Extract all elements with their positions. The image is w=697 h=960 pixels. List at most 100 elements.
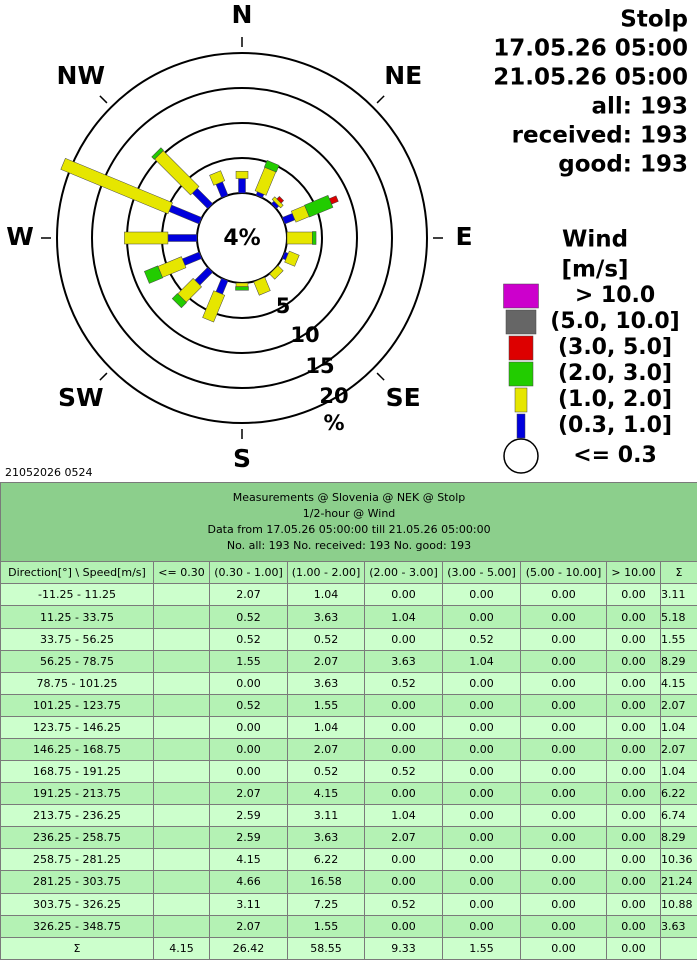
- cell: 0.00: [364, 737, 443, 762]
- caption-row: Measurements @ Slovenia @ NEK @ Stolp 1/2…: [0, 481, 697, 563]
- ring-label: 20: [319, 384, 348, 408]
- from: 17.05.26 05:00: [493, 36, 688, 62]
- cell: 0.00: [520, 782, 607, 806]
- sector: [281, 250, 300, 267]
- table-row: 78.75 - 101.25 0.00 3.63 0.52 0.00 0.00 0.00 4.…: [0, 671, 697, 695]
- cell: 1.04: [364, 804, 443, 828]
- cell: 213.75 - 236.25: [0, 804, 154, 828]
- cell: 6.22: [287, 848, 365, 872]
- cell: 0.00: [364, 693, 443, 717]
- table-row: -11.25 - 11.25 2.07 1.04 0.00 0.00 0.00 0.00 3.…: [0, 583, 697, 607]
- cell: 0.00: [442, 914, 521, 938]
- cell: 0.00: [209, 715, 288, 739]
- table-row: 146.25 - 168.75 0.00 2.07 0.00 0.00 0.00 0.00 2…: [0, 737, 697, 762]
- cell: 33.75 - 56.25: [0, 627, 154, 651]
- cell: 1.55: [287, 693, 365, 717]
- sector: [254, 160, 280, 199]
- cell: -11.25 - 11.25: [0, 583, 154, 607]
- cell: 4.15: [287, 782, 365, 806]
- bar-segment: [253, 276, 271, 296]
- legend-swatch: [516, 413, 526, 439]
- total-cell: 9.33: [364, 936, 443, 960]
- cell: 0.00: [364, 870, 443, 894]
- cell: 10.36: [659, 848, 697, 872]
- bar-segment: [167, 234, 198, 242]
- cell: [153, 627, 210, 651]
- cell: 0.52: [209, 627, 288, 651]
- cell: 2.07: [209, 914, 288, 938]
- bar-segment: [124, 231, 169, 245]
- ring: [91, 87, 393, 389]
- cell: 0.00: [520, 715, 607, 739]
- legend-label: (0.3, 1.0]: [558, 413, 672, 438]
- cell: 258.75 - 281.25: [0, 848, 154, 872]
- cell: 0.00: [442, 804, 521, 828]
- cell: 0.00: [364, 583, 443, 607]
- bar-segment: [60, 158, 173, 215]
- cell: [153, 693, 210, 717]
- cell: [153, 649, 210, 673]
- legend-label: (1.0, 2.0]: [558, 387, 672, 412]
- table-row: 326.25 - 348.75 2.07 1.55 0.00 0.00 0.00 0.00 3…: [0, 914, 697, 938]
- cell: 0.00: [520, 649, 607, 673]
- compass-tick: [376, 95, 385, 104]
- cell: [153, 583, 210, 607]
- ring-label: 15: [305, 354, 334, 378]
- cell: 4.66: [209, 870, 288, 894]
- legend-unit: [m/s]: [561, 257, 628, 283]
- cell: 0.00: [520, 671, 607, 695]
- cell: [153, 914, 210, 938]
- wind-rose-panel: Stolp 17.05.26 05:00 21.05.26 05:00 all:…: [5, 0, 688, 479]
- sector: [143, 251, 203, 284]
- column-header: Σ: [659, 561, 697, 585]
- table-row: 168.75 - 191.25 0.00 0.52 0.52 0.00 0.00 0.00 1…: [0, 760, 697, 784]
- bar-segment: [215, 181, 229, 199]
- cell: 303.75 - 326.25: [0, 892, 154, 916]
- cell: 0.00: [606, 914, 661, 938]
- bar-segment: [235, 286, 249, 291]
- cell: 0.00: [442, 583, 521, 607]
- cell: 101.25 - 123.75: [0, 693, 154, 717]
- table-row: 101.25 - 123.75 0.52 1.55 0.00 0.00 0.00 0.00 2…: [0, 693, 697, 717]
- cell: 0.00: [364, 627, 443, 651]
- bar-segment: [157, 256, 187, 278]
- cell: [153, 671, 210, 695]
- cell: 0.00: [209, 760, 288, 784]
- cell: 0.00: [606, 627, 661, 651]
- all: all: 193: [591, 94, 688, 120]
- bar-segment: [154, 150, 200, 196]
- total-cell: [659, 936, 697, 960]
- cell: 11.25 - 33.75: [0, 605, 154, 629]
- cell: 1.55: [287, 914, 365, 938]
- cell: 0.52: [287, 760, 365, 784]
- cell: 0.00: [520, 737, 607, 762]
- bar-segment: [191, 187, 214, 210]
- cell: 0.00: [520, 870, 607, 894]
- cell: 146.25 - 168.75: [0, 737, 154, 762]
- cell: 1.55: [659, 627, 697, 651]
- legend-swatch: [508, 335, 534, 361]
- bar-segment: [254, 166, 277, 196]
- cell: 191.25 - 213.75: [0, 782, 154, 806]
- cell: 0.00: [606, 605, 661, 629]
- total-cell: 4.15: [153, 936, 210, 960]
- sector: [202, 277, 229, 323]
- caption-line: No. all: 193 No. received: 193 No. good:…: [226, 539, 472, 553]
- cell: 2.59: [209, 826, 288, 850]
- column-header: (2.00 - 3.00]: [364, 561, 443, 585]
- cell: 0.00: [520, 804, 607, 828]
- data-table: Measurements @ Slovenia @ NEK @ Stolp 1/2…: [0, 481, 697, 960]
- cell: 0.52: [209, 605, 288, 629]
- total-cell: 1.55: [442, 936, 521, 960]
- cell: [153, 737, 210, 762]
- bar-segment: [209, 170, 226, 186]
- cell: 21.24: [659, 870, 697, 894]
- header-row: Direction[°] \ Speed[m/s] <= 0.30 (0.30 - …: [0, 561, 697, 585]
- bar-segment: [235, 282, 249, 287]
- compass-tick: [99, 95, 108, 104]
- caption-line: 1/2-hour @ Wind: [302, 507, 396, 521]
- compass-label: SE: [386, 383, 421, 412]
- bar-segment: [284, 250, 300, 267]
- total-cell: Σ: [0, 936, 154, 960]
- table-row: 191.25 - 213.75 2.07 4.15 0.00 0.00 0.00 0.00 6…: [0, 782, 697, 806]
